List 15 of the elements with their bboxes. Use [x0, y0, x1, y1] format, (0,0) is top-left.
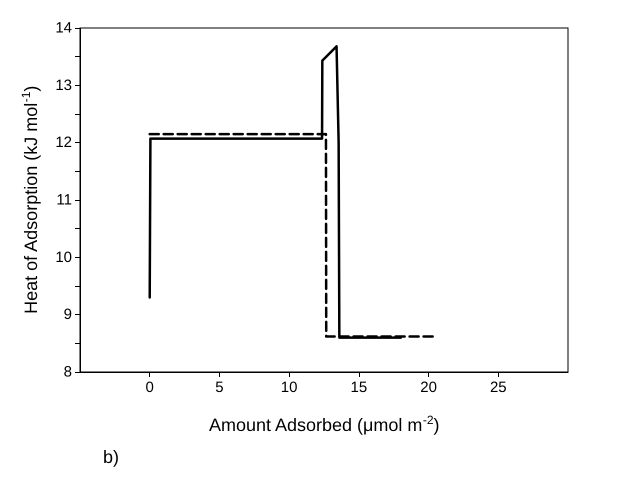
- y-tick-label: 9: [64, 306, 72, 324]
- y-tick-label: 14: [55, 20, 72, 36]
- x-tick-label: 0: [146, 379, 154, 396]
- y-tick-label: 12: [55, 134, 72, 152]
- x-tick-label: 25: [490, 379, 507, 396]
- x-tick-label: 5: [215, 379, 224, 396]
- x-tick-label: 10: [280, 379, 298, 396]
- text: b): [103, 447, 120, 467]
- y-tick-label: 11: [56, 192, 72, 208]
- x-tick-label: 20: [420, 379, 437, 396]
- y-tick-label: 10: [55, 248, 72, 266]
- x-tick-label: 15: [350, 379, 368, 396]
- y-axis-title: Heat of Adsorption (kJ mol-1): [19, 86, 41, 314]
- y-tick-label: 13: [55, 76, 72, 94]
- y-tick-label: 8: [64, 364, 72, 380]
